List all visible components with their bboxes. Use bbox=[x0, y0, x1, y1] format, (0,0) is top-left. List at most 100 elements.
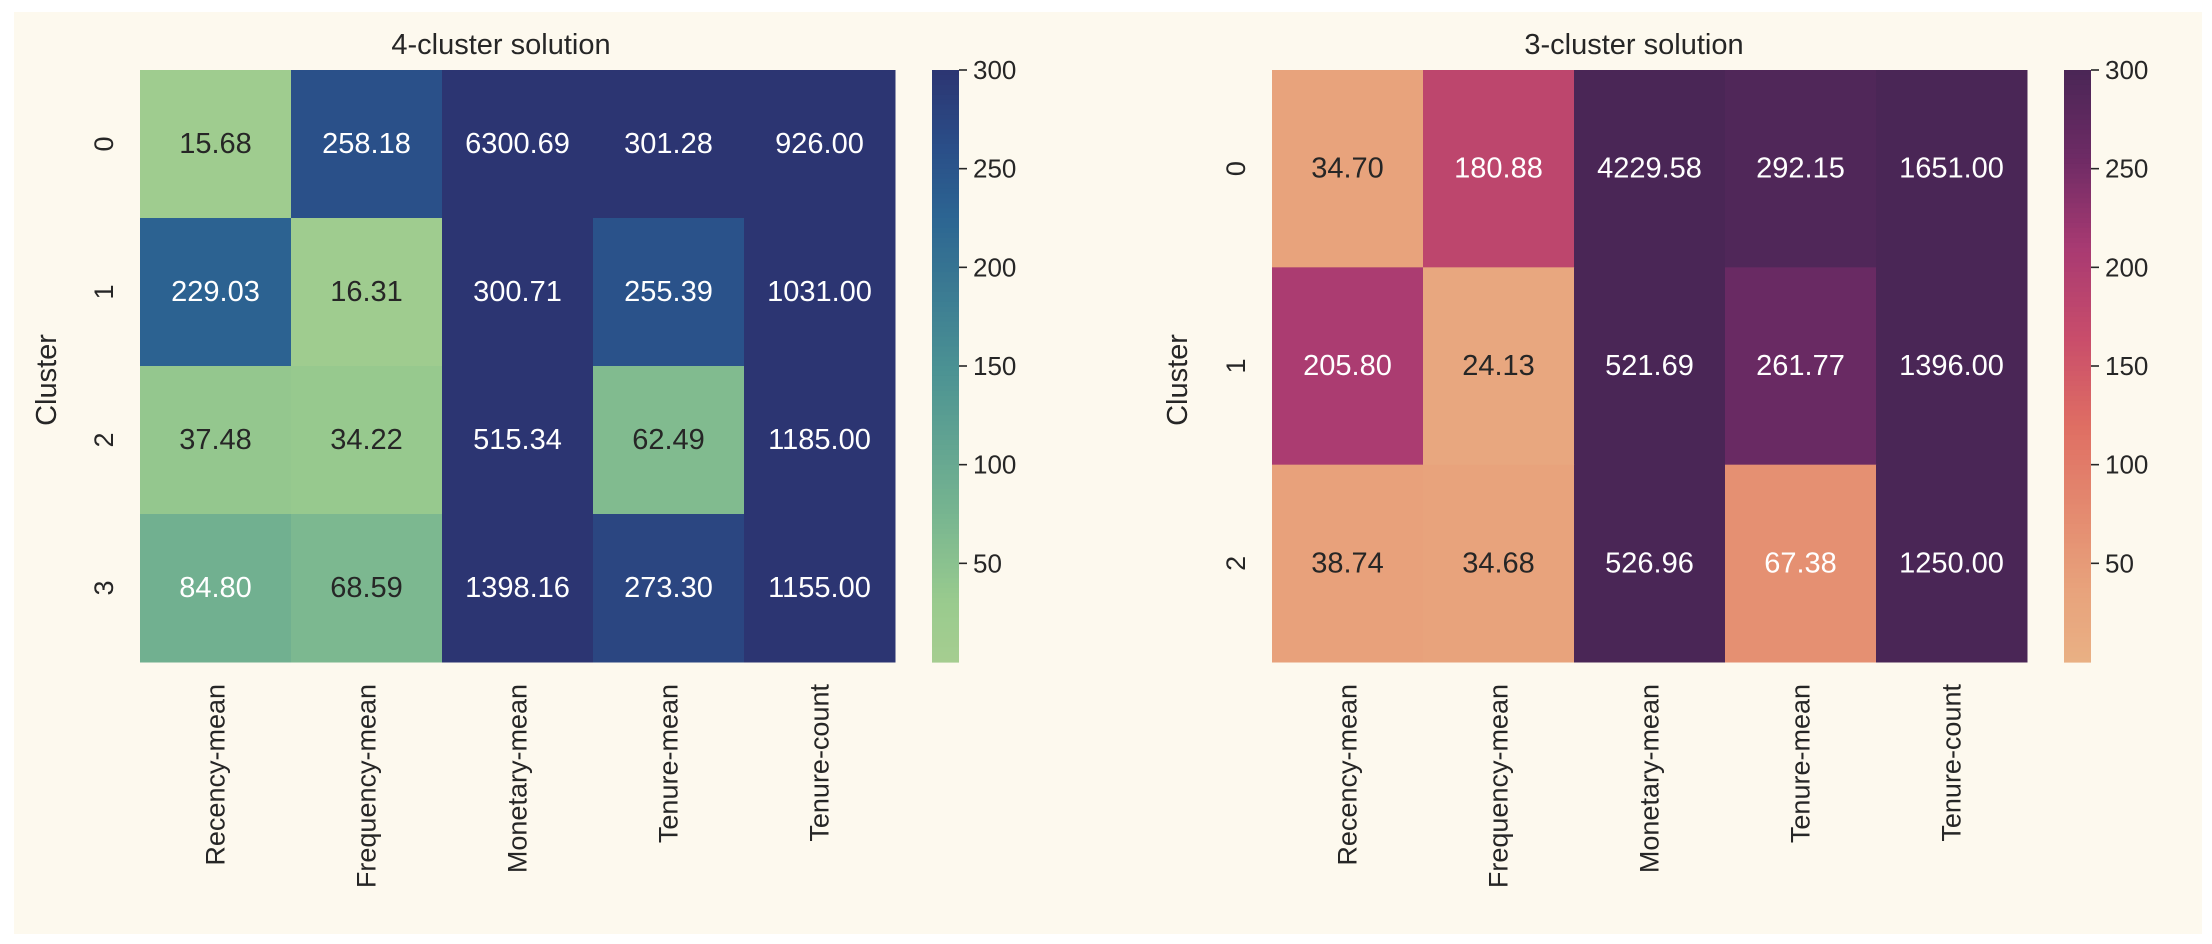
colorbar-segment bbox=[2064, 514, 2091, 520]
colorbar-segment bbox=[2064, 183, 2091, 189]
colorbar-segment bbox=[932, 163, 959, 170]
colorbar-segment bbox=[2064, 252, 2091, 259]
colorbar-segment bbox=[932, 489, 959, 495]
colorbar-segment bbox=[2064, 647, 2091, 653]
colorbar-segment bbox=[932, 356, 959, 362]
x-tick-label-tenure-mean: Tenure-mean bbox=[1786, 684, 1816, 843]
cell-value-label-r2-c3: 62.49 bbox=[632, 424, 705, 456]
colorbar-segment bbox=[932, 114, 959, 120]
colorbar-segment bbox=[2064, 375, 2091, 382]
colorbar-segment bbox=[932, 272, 959, 278]
colorbar-segment bbox=[2064, 144, 2091, 150]
cell-value-label-r2-c1: 34.68 bbox=[1462, 547, 1535, 579]
colorbar-segment bbox=[932, 523, 959, 530]
x-tick-labels-3-cluster: Recency-mean Frequency-mean Monetary-mean T… bbox=[1333, 684, 1967, 889]
colorbar-segment bbox=[2064, 277, 2091, 283]
cell-value-label-r3-c4: 1155.00 bbox=[768, 572, 871, 604]
colorbar-segment bbox=[932, 178, 959, 185]
colorbar-segment bbox=[2064, 158, 2091, 165]
cell-value-label-r1-c2: 300.71 bbox=[473, 276, 562, 308]
colorbar-segment bbox=[932, 425, 959, 431]
colorbar-segment bbox=[2064, 597, 2091, 604]
colorbar-segment bbox=[2064, 242, 2091, 249]
colorbar-segment bbox=[2064, 301, 2091, 308]
colorbar-segment bbox=[2064, 637, 2091, 643]
colorbar-tick-label-50: 50 bbox=[2105, 548, 2134, 578]
heatmap-cell-r2-c0 bbox=[140, 366, 292, 515]
cell-value-label-r1-c1: 16.31 bbox=[330, 276, 403, 308]
colorbar-segment bbox=[932, 607, 959, 614]
colorbar-segment bbox=[932, 558, 959, 564]
colorbar-segment bbox=[932, 326, 959, 333]
colorbar-segment bbox=[2064, 247, 2091, 254]
colorbar-segment bbox=[2064, 84, 2091, 91]
colorbar-segment bbox=[2064, 208, 2091, 214]
colorbar-segment bbox=[2064, 627, 2091, 633]
colorbar-segment bbox=[2064, 296, 2091, 303]
cell-value-label-r0-c1: 258.18 bbox=[322, 128, 411, 160]
colorbar-segment bbox=[2064, 430, 2091, 436]
colorbar-segment bbox=[2064, 311, 2091, 318]
cell-value-label-r0-c3: 292.15 bbox=[1756, 153, 1845, 185]
heatmap-cell-r2-c1 bbox=[291, 366, 443, 515]
colorbar-segment bbox=[2064, 222, 2091, 229]
cell-value-label-r2-c1: 34.22 bbox=[330, 424, 403, 456]
cell-value-label-r1-c4: 1031.00 bbox=[767, 276, 872, 308]
colorbar-segment bbox=[2064, 109, 2091, 115]
colorbar-segment bbox=[932, 370, 959, 377]
colorbar-segment bbox=[2064, 523, 2091, 530]
colorbar-segment bbox=[932, 380, 959, 387]
heatmap-3-cluster: 3-cluster solution Cluster 34.70 180.88 42… bbox=[1162, 29, 2148, 888]
colorbar-segment bbox=[2064, 518, 2091, 525]
colorbar-segment bbox=[2064, 267, 2091, 273]
colorbar-segment bbox=[932, 247, 959, 254]
colorbar-segment bbox=[2064, 168, 2091, 175]
colorbar-segment bbox=[2064, 548, 2091, 555]
colorbar-segment bbox=[932, 509, 959, 515]
colorbar-segment bbox=[2064, 509, 2091, 515]
colorbar-segment bbox=[2064, 139, 2091, 145]
colorbar-segment bbox=[932, 622, 959, 629]
y-tick-labels-4-cluster: 0 1 2 3 bbox=[89, 136, 119, 595]
colorbar-segment bbox=[932, 124, 959, 130]
heatmap-cell-r0-c4 bbox=[744, 70, 896, 219]
heatmap-cell-r3-c3 bbox=[593, 514, 745, 663]
colorbar-segment bbox=[932, 533, 959, 540]
colorbar-segment bbox=[2064, 99, 2091, 106]
colorbar-segment bbox=[932, 84, 959, 91]
colorbar-segment bbox=[932, 173, 959, 180]
colorbar-segment bbox=[932, 198, 959, 204]
colorbar-segment bbox=[932, 129, 959, 135]
heatmap-cell-r3-c4 bbox=[744, 514, 896, 663]
colorbar-segment bbox=[2064, 583, 2091, 589]
colorbar-segment bbox=[2064, 326, 2091, 333]
colorbar-segment bbox=[2064, 573, 2091, 579]
colorbar-segment bbox=[932, 287, 959, 293]
colorbar-segment bbox=[2064, 198, 2091, 204]
colorbar-segment bbox=[932, 292, 959, 298]
colorbar-segment bbox=[932, 341, 959, 347]
colorbar-segment bbox=[932, 311, 959, 318]
heatmap-cell-r0-c0 bbox=[140, 70, 292, 219]
cell-value-label-r1-c1: 24.13 bbox=[1462, 350, 1535, 382]
figure: 4-cluster solution Cluster 15.68 258.18 63… bbox=[14, 12, 2202, 934]
heatmap-cells-3-cluster: 34.70 180.88 4229.58 292.15 1651.00 205.80 24.… bbox=[1272, 70, 2028, 663]
cell-value-label-r1-c0: 205.80 bbox=[1303, 350, 1392, 382]
cell-value-label-r0-c0: 15.68 bbox=[179, 128, 252, 160]
colorbar-segment bbox=[932, 203, 959, 209]
colorbar-segment bbox=[932, 208, 959, 214]
colorbar-segment bbox=[932, 420, 959, 426]
colorbar-segment bbox=[2064, 435, 2091, 441]
x-tick-label-frequency-mean: Frequency-mean bbox=[1484, 684, 1514, 888]
colorbar-segment bbox=[932, 395, 959, 402]
cell-value-label-r3-c0: 84.80 bbox=[179, 572, 252, 604]
colorbar-segment bbox=[2064, 262, 2091, 268]
colorbar-segment bbox=[2064, 612, 2091, 619]
heatmap-cell-r1-c4 bbox=[1876, 267, 2028, 466]
colorbar-segment bbox=[932, 553, 959, 559]
colorbar-segment bbox=[932, 227, 959, 234]
colorbar-segment bbox=[2064, 282, 2091, 288]
colorbar-segment bbox=[2064, 558, 2091, 564]
colorbar-segment bbox=[2064, 148, 2091, 155]
colorbar-segment bbox=[2064, 153, 2091, 160]
